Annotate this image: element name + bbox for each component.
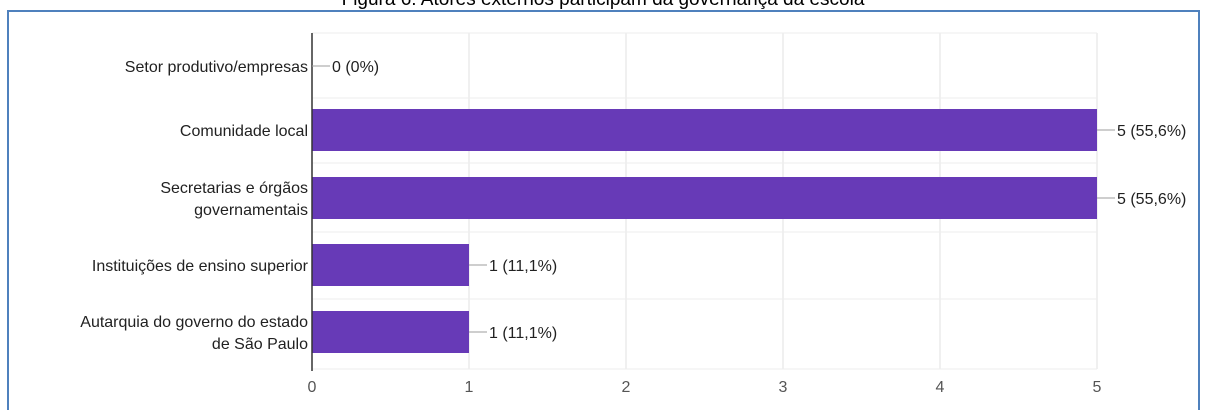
x-tick-label-1: 1 [465,379,474,396]
x-tick-label-2: 2 [622,379,631,396]
category-label-0: Setor produtivo/empresas [125,59,308,76]
category-label-4: Autarquia do governo do estado de São Pau… [80,314,308,353]
data-label-0: 0 (0%) [332,59,379,76]
figure-title: Figura 6: Atores externos participam da … [0,0,1206,11]
data-label-3: 1 (11,1%) [489,258,557,275]
chart-frame [7,10,1200,410]
bar-1[interactable] [312,109,1097,151]
bar-4[interactable] [312,311,469,353]
x-tick-label-5: 5 [1093,379,1102,396]
x-tick-label-0: 0 [308,379,317,396]
category-label-3: Instituições de ensino superior [92,258,309,275]
data-label-2: 5 (55,6%) [1117,191,1186,208]
x-tick-label-3: 3 [779,379,788,396]
x-tick-label-4: 4 [936,379,945,396]
category-label-1: Comunidade local [180,123,308,140]
bar-2[interactable] [312,177,1097,219]
data-label-1: 5 (55,6%) [1117,123,1186,140]
bar-3[interactable] [312,244,469,286]
data-label-4: 1 (11,1%) [489,325,557,342]
category-label-2: Secretarias e órgãos governamentais [160,180,308,219]
